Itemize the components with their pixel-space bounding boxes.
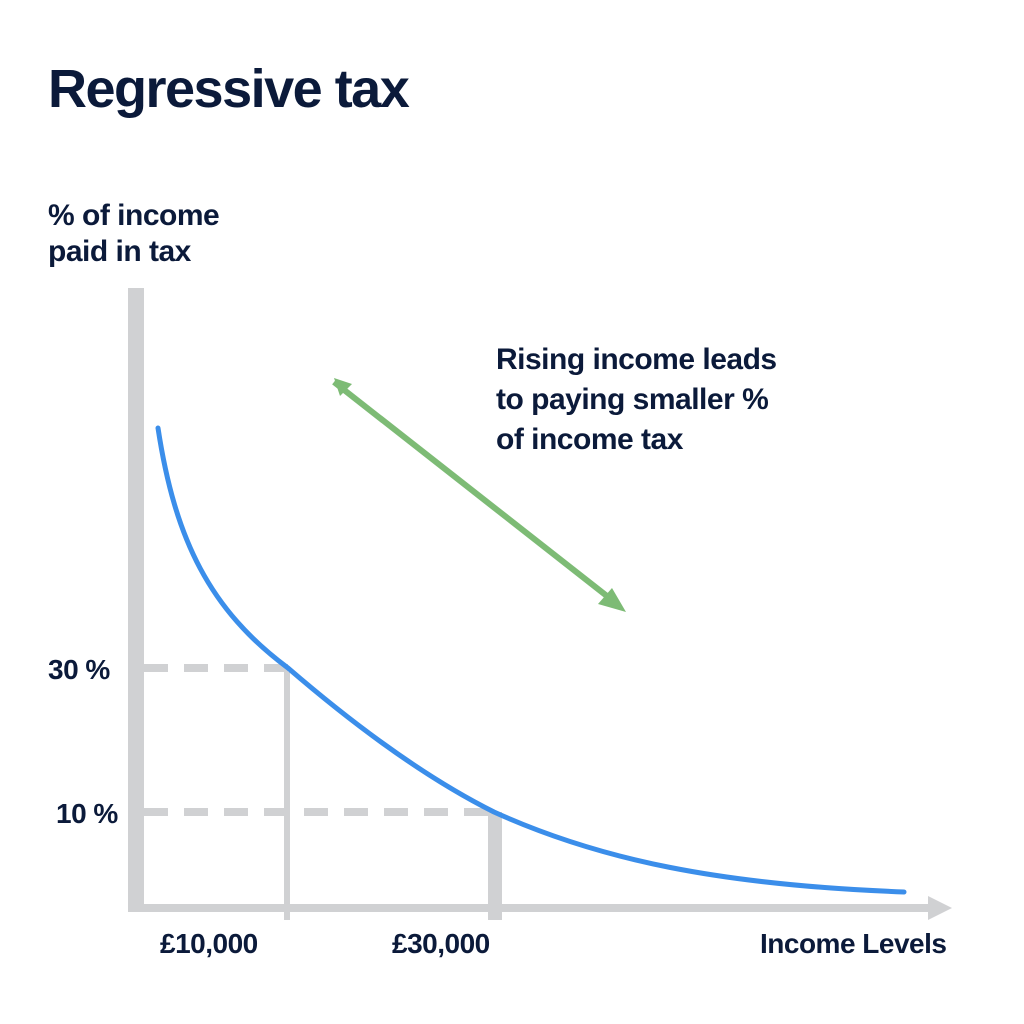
x-axis-label: Income Levels — [760, 928, 947, 959]
y-tick-30: 30 % — [48, 654, 110, 685]
arrow-head-icon — [598, 588, 626, 612]
guide-30000 — [488, 812, 502, 920]
x-axis-arrow-icon — [928, 896, 952, 920]
y-tick-10: 10 % — [56, 798, 118, 829]
x-axis — [128, 904, 936, 912]
x-tick-10000: £10,000 — [160, 928, 258, 959]
annotation-text: Rising income leads to paying smaller % … — [496, 340, 777, 460]
trend-arrow — [332, 379, 614, 603]
annotation-line3: of income tax — [496, 423, 683, 456]
arrow-head-icon — [334, 378, 352, 396]
annotation-line2: to paying smaller % — [496, 383, 769, 416]
x-tick-30000: £30,000 — [392, 928, 490, 959]
y-axis-label: % of income paid in tax — [48, 198, 220, 270]
annotation-line1: Rising income leads — [496, 343, 777, 376]
y-axis — [128, 288, 144, 912]
y-axis-label-line1: % of income — [48, 199, 220, 232]
y-axis-label-line2: paid in tax — [48, 235, 191, 268]
tax-curve — [155, 425, 907, 895]
page-title: Regressive tax — [48, 59, 410, 119]
guide-10000 — [284, 672, 290, 920]
